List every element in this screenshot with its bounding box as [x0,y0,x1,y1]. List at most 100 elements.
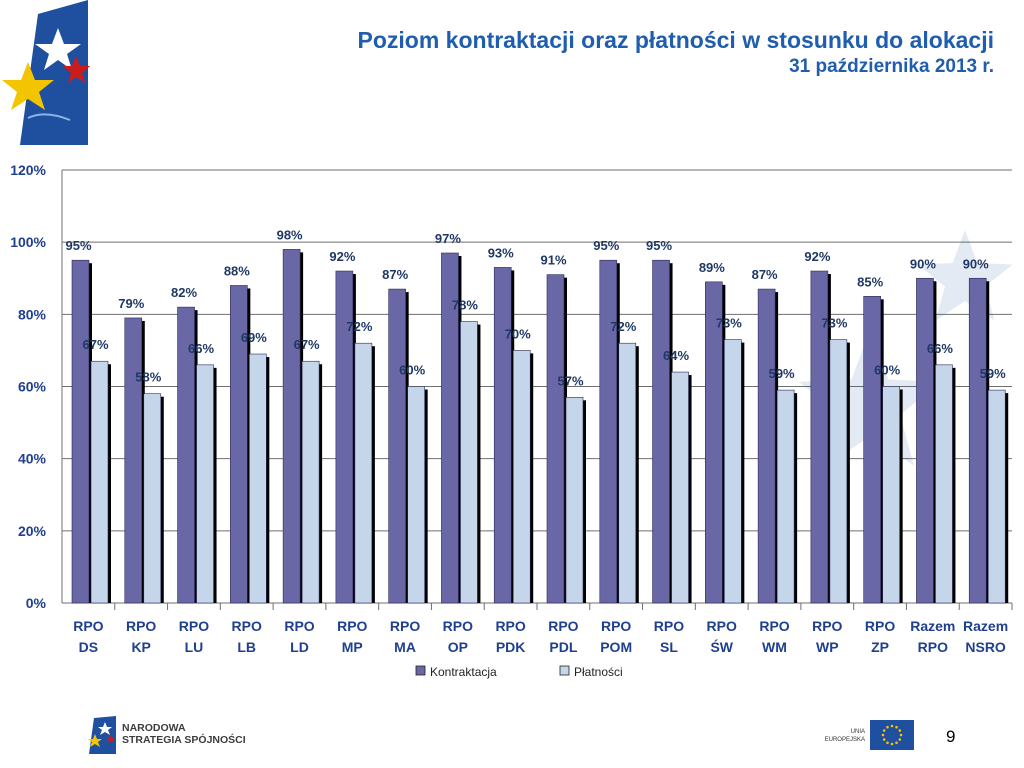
eu-star-icon [898,738,902,741]
bar-kontraktacja [282,249,301,604]
data-label-platnosci: 72% [610,319,636,334]
data-label-kontraktacja: 98% [277,227,303,242]
x-tick-label: RPO [284,618,314,634]
bar-kontraktacja [863,295,881,604]
watermark-star-icon [917,230,1013,321]
page-number: 9 [946,727,956,746]
data-label-platnosci: 60% [399,363,425,378]
data-label-platnosci: 58% [135,370,161,385]
bar-kontraktacja [546,274,565,604]
y-tick-label: 0% [26,595,47,611]
x-tick-label: OP [448,639,468,655]
y-tick-label: 120% [10,162,46,178]
bar-platnosci [460,321,478,604]
bar-kontraktacja [757,288,776,604]
x-tick-label: LB [237,639,256,655]
eu-star-icon [886,741,889,745]
bar-platnosci [90,360,109,604]
bar-kontraktacja [705,281,723,604]
x-tick-label: RPO [179,618,209,634]
x-tick-label: RPO [126,618,156,634]
data-label-kontraktacja: 85% [857,274,883,289]
eu-star-icon [886,725,889,729]
bar-platnosci [882,386,900,604]
y-tick-label: 80% [18,306,47,322]
data-label-kontraktacja: 92% [804,249,830,264]
x-tick-label: ZP [871,639,889,655]
bar-kontraktacja [810,270,829,604]
bar-platnosci [935,364,953,604]
nss-logo-line: STRATEGIA SPÓJNOŚCI [122,734,246,746]
x-tick-label: KP [131,639,150,655]
data-label-platnosci: 66% [188,341,214,356]
data-label-platnosci: 73% [821,316,847,331]
x-tick-label: RPO [865,618,895,634]
eu-star-icon [882,738,886,741]
x-tick-label: RPO [390,618,420,634]
eu-star-icon [890,742,894,746]
data-label-platnosci: 70% [505,326,531,341]
data-label-platnosci: 69% [241,330,267,345]
legend-swatch-kontraktacja [415,665,426,676]
x-tick-label: SL [660,639,678,655]
data-label-kontraktacja: 89% [699,260,725,275]
data-label-kontraktacja: 92% [329,249,355,264]
y-tick-label: 40% [18,451,47,467]
eu-star-icon [882,729,886,732]
legend-swatch-platnosci [559,665,570,676]
x-tick-label: RPO [73,618,103,634]
x-tick-label: RPO [812,618,842,634]
bar-platnosci [512,350,531,604]
x-tick-label: LD [290,639,309,655]
bar-platnosci [354,342,373,604]
bar-platnosci [249,353,267,604]
nss-logo-line: NARODOWA [122,722,186,734]
bar-kontraktacja [968,277,987,604]
x-tick-label: DS [79,639,98,655]
x-tick-label: WM [762,639,787,655]
x-tick-label: PDK [496,639,526,655]
bar-kontraktacja [335,270,354,604]
x-tick-label: RPO [232,618,262,634]
data-label-kontraktacja: 95% [646,238,672,253]
bar-chart: 0% 20% 40% 60% 80% 100% 120% 95% 67% RPO DS 79% 58% R… [10,162,1013,679]
bar-platnosci [196,364,214,604]
data-label-kontraktacja: 88% [224,263,250,278]
data-label-kontraktacja: 87% [382,267,408,282]
bar-kontraktacja [177,306,195,604]
bar-kontraktacja [71,259,90,604]
data-label-platnosci: 59% [769,366,795,381]
eu-star-icon [881,733,885,737]
eu-logo-line: EUROPEJSKA [824,737,865,743]
data-label-kontraktacja: 97% [435,231,461,246]
x-tick-label: RPO [548,618,578,634]
y-tick-label: 60% [18,379,47,395]
x-tick-label: Razem [910,618,955,634]
x-tick-label: RPO [337,618,367,634]
data-label-kontraktacja: 95% [65,238,91,253]
data-label-platnosci: 57% [557,373,583,388]
eu-star-icon [898,729,902,732]
y-tick-label: 100% [10,234,46,250]
x-tick-label: NSRO [965,639,1006,655]
eu-star-icon [895,741,898,745]
x-tick-label: MA [394,639,416,655]
x-tick-label: RPO [601,618,631,634]
eu-logo-line: UNIA [850,729,865,735]
data-label-kontraktacja: 95% [593,238,619,253]
bar-kontraktacja [230,285,248,604]
data-label-platnosci: 59% [980,366,1006,381]
bar-kontraktacja [599,259,618,604]
data-label-kontraktacja: 90% [910,256,936,271]
bar-kontraktacja [916,277,934,604]
data-label-kontraktacja: 82% [171,285,197,300]
x-tick-label: PDL [549,639,577,655]
data-label-kontraktacja: 79% [118,296,144,311]
bar-platnosci [618,342,637,604]
eu-funds-star-logo-icon [2,0,90,145]
data-label-kontraktacja: 91% [540,253,566,268]
bar-kontraktacja [652,259,670,604]
x-tick-label: MP [342,639,363,655]
bar-platnosci [301,360,320,604]
slide-title-block: Poziom kontraktacji oraz płatności w sto… [358,26,994,80]
